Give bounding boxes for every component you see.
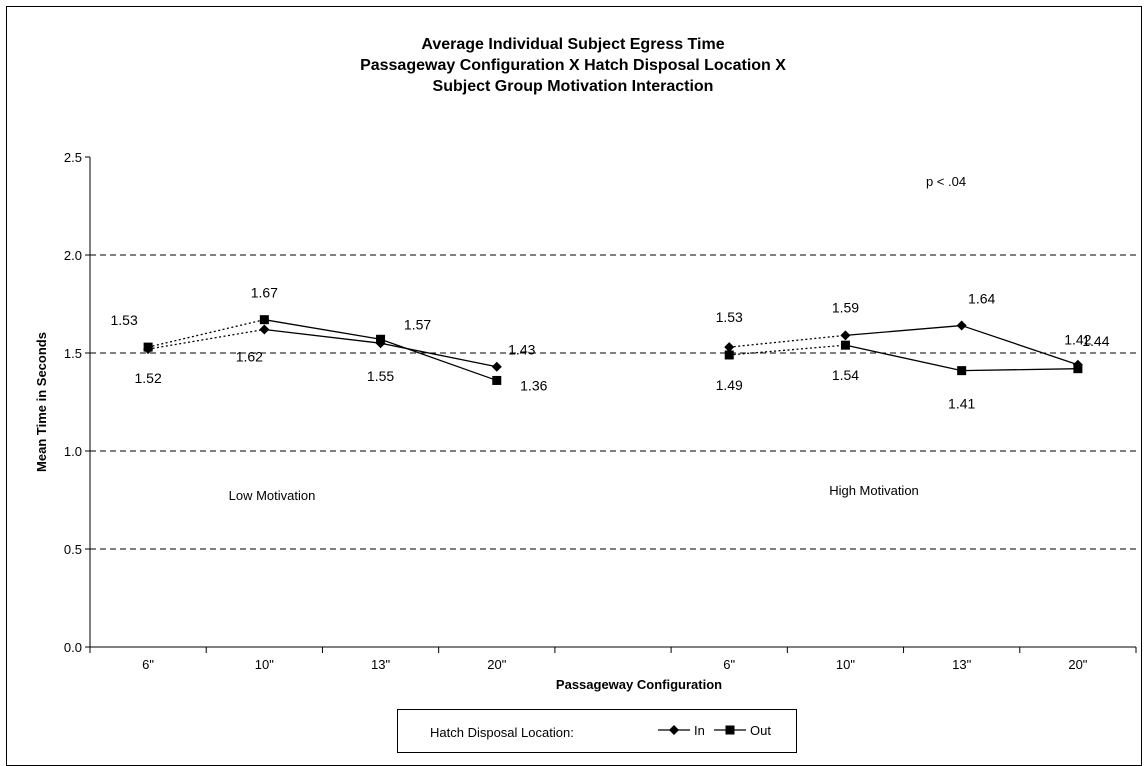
series-in-segment [961,324,1079,366]
series-out-segment [147,319,265,348]
data-label-out: 1.54 [832,367,859,383]
legend-keys: In Out [658,723,771,738]
y-axis-label: Mean Time in Seconds [34,332,49,472]
x-tick-label: 10" [255,657,274,672]
series-out-point [492,375,502,385]
x-tick-label: 20" [1068,657,1087,672]
p-value-annotation: p < .04 [926,174,966,189]
data-label-out: 1.42 [1064,332,1091,348]
y-tick-label: 1.0 [64,444,82,459]
series-out-point [259,315,269,325]
series-in-segment [729,334,846,348]
x-tick-label: 10" [836,657,855,672]
group-label-low: Low Motivation [229,488,316,503]
x-tick-label: 13" [952,657,971,672]
series-out-segment [961,368,1078,372]
annotations: p < .04 Low Motivation High Motivation [229,174,966,503]
series-out-point [724,350,734,360]
data-label-out: 1.49 [716,377,743,393]
y-tick-label: 2.5 [64,150,82,165]
group-label-high: High Motivation [829,483,919,498]
legend: Hatch Disposal Location: In Out [397,709,797,753]
legend-marker-in [669,725,679,735]
data-label-in: 1.62 [236,348,263,364]
data-label-out: 1.57 [404,316,431,332]
series-in-point [491,361,502,372]
data-labels: 1.52 1.62 1.55 1.43 1.53 1.59 1.64 1.44 1.53 1.67… [110,285,1109,412]
chart-title-line: Subject Group Motivation Interaction [433,78,714,95]
data-label-out: 1.67 [251,285,278,301]
data-label-in: 1.53 [716,309,743,325]
legend-label-out: Out [750,723,771,738]
chart-title-line: Passageway Configuration X Hatch Disposa… [360,57,786,74]
x-tick-label: 20" [487,657,506,672]
legend-title: Hatch Disposal Location: [430,725,574,740]
gridlines [90,254,1136,550]
series-out-segment [729,344,846,356]
y-tick-label: 0.0 [64,640,82,655]
y-tick-label: 2.0 [64,248,82,263]
data-label-out: 1.36 [520,377,547,393]
data-label-out: 1.53 [110,312,137,328]
series [143,315,1083,385]
data-label-in: 1.59 [832,299,859,315]
series-out-point [1073,364,1083,374]
axes: 0.0 0.5 1.0 1.5 2.0 2.5 6" 10" 13" 20" 6" 10" 13" 20"… [34,150,1137,692]
series-in-segment [845,324,962,337]
series-out-segment [845,344,962,372]
series-out-point [376,334,386,344]
data-label-in: 1.64 [968,291,995,307]
series-in-point [956,320,967,331]
series-out-segment [264,319,381,340]
legend-label-in: In [694,723,705,738]
chart-title: Average Individual Subject Egress Time Pa… [360,36,786,95]
series-in-segment [264,328,381,344]
chart-title-line: Average Individual Subject Egress Time [421,36,724,53]
x-tick-label: 13" [371,657,390,672]
data-label-in: 1.44 [1082,333,1109,349]
series-out-point [840,340,850,350]
series-out-point [957,366,967,376]
series-in-point [724,342,735,353]
data-label-out: 1.41 [948,396,975,412]
series-in-segment [380,342,497,368]
data-label-in: 1.52 [134,370,161,386]
data-label-in: 1.43 [508,342,535,358]
series-out-point [143,342,153,352]
x-axis-label: Passageway Configuration [556,677,722,692]
series-out-segment [380,338,497,382]
legend-marker-out [725,725,735,735]
y-tick-label: 1.5 [64,346,82,361]
x-tick-label: 6" [142,657,154,672]
series-in-point [840,330,851,341]
x-tick-label: 6" [723,657,735,672]
series-in-segment [148,328,265,350]
series-in-point [259,324,270,335]
y-tick-label: 0.5 [64,542,82,557]
data-label-in: 1.55 [367,368,394,384]
